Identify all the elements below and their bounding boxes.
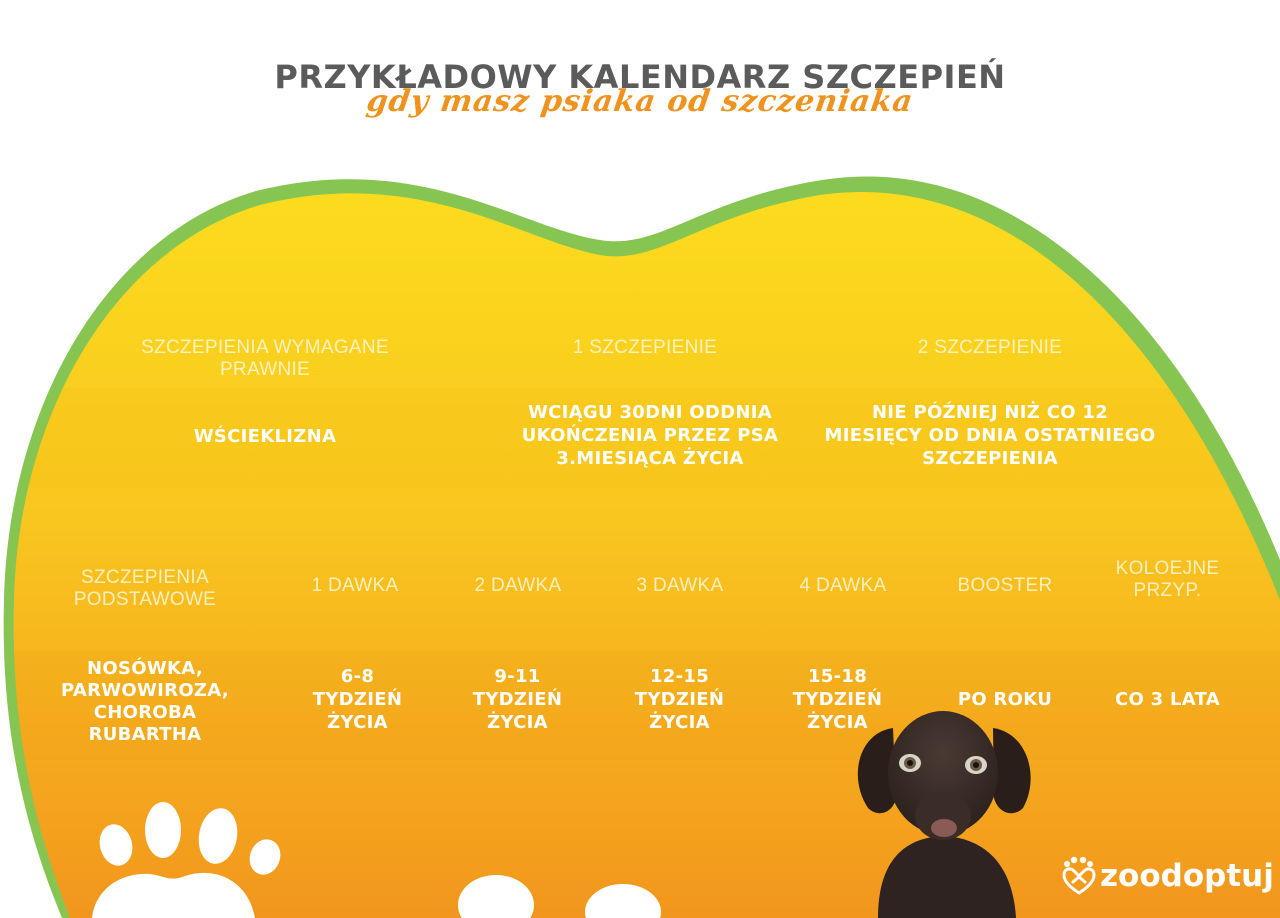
basic-header-next: KOLOEJNE PRZYP. (1115, 558, 1220, 601)
zoodoptuj-logo[interactable]: zoodoptuj (1060, 856, 1274, 896)
basic-value-diseases: NOSÓWKA, PARWOWIROZA, CHOROBA RUBARTHA (61, 658, 229, 745)
required-header-category: SZCZEPIENIA WYMAGANE PRAWNIE (141, 337, 389, 380)
basic-header-dose-3: 3 DAWKA (636, 575, 724, 596)
required-value-rabies: WŚCIEKLIZNA (193, 426, 337, 447)
basic-value-dose-2: 9-11 TYDZIEŃ ŻYCIA (472, 666, 563, 733)
basic-header-booster: BOOSTER (957, 575, 1053, 596)
puppy-photo (857, 711, 1031, 918)
paw-heart-icon (1062, 856, 1096, 895)
paw-print-icon (458, 875, 661, 918)
basic-header-dose-4: 4 DAWKA (799, 575, 887, 596)
page-title: PRZYKŁADOWY KALENDARZ SZCZEPIEŃ (274, 58, 1006, 96)
basic-value-next: CO 3 LATA (1114, 689, 1221, 710)
required-header-first: 1 SZCZEPIENIE (572, 337, 718, 358)
basic-header-dose-2: 2 DAWKA (474, 575, 562, 596)
required-value-first: WCIĄGU 30DNI ODDNIA UKOŃCZENIA PRZEZ PSA… (521, 402, 779, 469)
page-subtitle: gdy masz psiaka od szczeniaka (364, 84, 916, 119)
logo-text: zoodoptuj (1100, 858, 1274, 894)
required-header-second: 2 SZCZEPIENIE (917, 337, 1063, 358)
paw-print-icon (92, 802, 281, 918)
basic-header-category: SZCZEPIENIA PODSTAWOWE (73, 567, 217, 610)
basic-value-dose-1: 6-8 TYDZIEŃ ŻYCIA (312, 666, 403, 733)
basic-value-booster: PO ROKU (957, 689, 1053, 710)
basic-value-dose-3: 12-15 TYDZIEŃ ŻYCIA (634, 666, 725, 733)
basic-value-dose-4: 15-18 TYDZIEŃ ŻYCIA (792, 666, 883, 733)
basic-header-dose-1: 1 DAWKA (311, 575, 399, 596)
required-value-second: NIE PÓŹNIEJ NIŻ CO 12 MIESIĘCY OD DNIA O… (824, 402, 1156, 469)
